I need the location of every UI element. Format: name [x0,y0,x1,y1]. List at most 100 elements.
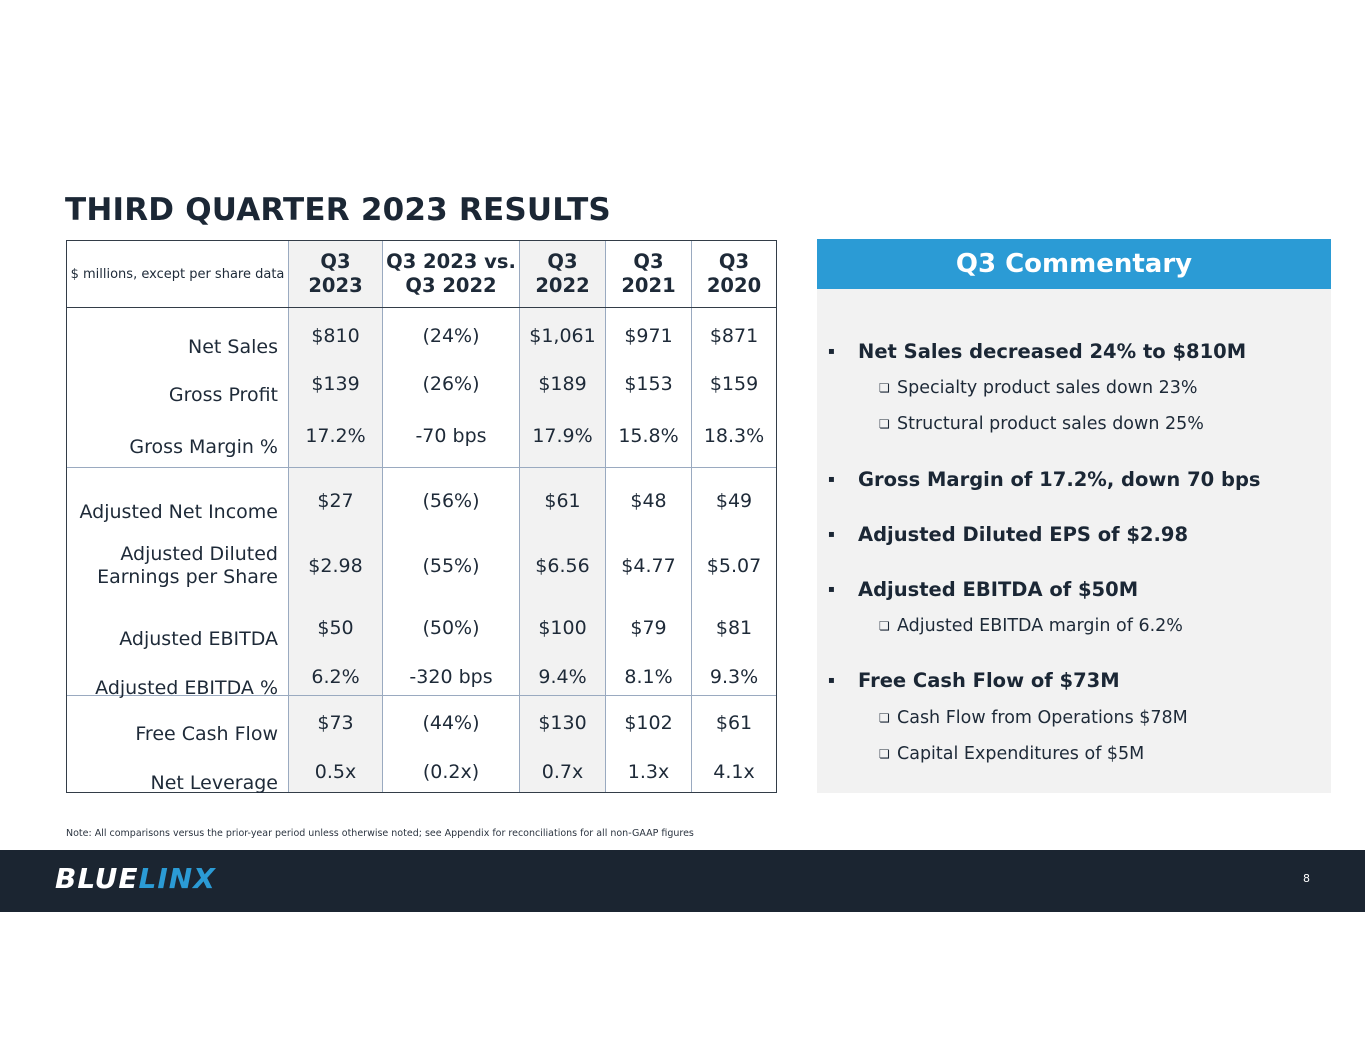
table-cell: $2.98 [308,554,363,577]
row-label: Gross Profit [67,361,278,407]
table-cell: 18.3% [703,424,765,447]
commentary-text: Net Sales decreased 24% to $810M [858,339,1247,363]
commentary-text: Capital Expenditures of $5M [897,744,1145,764]
table-cell: $871 [709,324,759,347]
column-header-line2: 2022 [535,274,590,297]
units-label: $ millions, except per share data [70,266,285,282]
commentary-text: Specialty product sales down 23% [897,378,1198,398]
q3-2022-column-shade [519,241,606,792]
row-label-line: Adjusted Diluted [120,543,278,565]
row-label-line: Adjusted EBITDA % [95,677,278,699]
q3-2023-column-shade [288,241,383,792]
table-cell: $61 [544,489,581,512]
table-cell: 1.3x [627,760,670,783]
table-cell: $61 [715,711,753,734]
row-label: Net Leverage [67,749,278,795]
table-cell: $6.56 [535,554,590,577]
column-header: Q3 2020 [691,241,777,307]
hollow-square-bullet-icon: ❏ [879,747,890,761]
commentary-subitem: ❏ Adjusted EBITDA margin of 6.2% [879,613,1183,639]
table-cell: $159 [709,372,759,395]
column-header: Q3 2023 [288,241,383,307]
hollow-square-bullet-icon: ❏ [879,619,890,633]
commentary-subitem: ❏ Capital Expenditures of $5M [879,741,1144,767]
table-cell: $810 [311,324,360,347]
commentary-item: ▪ Gross Margin of 17.2%, down 70 bps [828,466,1261,492]
column-divider [691,241,692,792]
column-header-line2: 2023 [308,274,363,297]
table-cell: $73 [317,711,354,734]
table-cell: 0.7x [541,760,584,783]
table-cell: (0.2x) [422,760,480,783]
column-header-line2: 2021 [621,274,676,297]
commentary-subitem: ❏ Specialty product sales down 23% [879,375,1198,401]
footnote: Note: All comparisons versus the prior-y… [66,828,694,839]
table-cell: $79 [630,616,667,639]
square-bullet-icon: ▪ [828,674,835,686]
table-cell: $81 [715,616,753,639]
commentary-subitem: ❏ Cash Flow from Operations $78M [879,705,1188,731]
table-cell: 4.1x [713,760,755,783]
group-divider [67,467,776,468]
commentary-text: Gross Margin of 17.2%, down 70 bps [858,467,1261,491]
table-cell: (50%) [422,616,480,639]
commentary-text: Free Cash Flow of $73M [858,668,1120,692]
table-cell: (44%) [422,711,480,734]
table-cell: $50 [317,616,354,639]
commentary-text: Cash Flow from Operations $78M [897,708,1188,728]
square-bullet-icon: ▪ [828,583,835,595]
commentary-heading: Q3 Commentary [817,239,1331,289]
column-header-line1: Q3 [547,250,578,273]
table-cell: 17.2% [305,424,366,447]
row-label-line: Free Cash Flow [135,723,278,745]
square-bullet-icon: ▪ [828,345,835,357]
row-label-line: Net Leverage [150,772,278,794]
row-label: Adjusted EBITDA [67,605,278,651]
logo-part-linx: LINX [138,862,216,895]
commentary-text: Adjusted Diluted EPS of $2.98 [858,522,1189,546]
table-cell: 8.1% [624,665,673,688]
row-label: Adjusted EBITDA % [67,654,278,700]
table-cell: -70 bps [415,424,487,447]
hollow-square-bullet-icon: ❏ [879,417,890,431]
table-cell: $27 [317,489,354,512]
table-cell: $153 [624,372,673,395]
table-cell: $1,061 [529,324,596,347]
table-cell: $49 [715,489,753,512]
row-label: Adjusted Diluted Earnings per Share [67,543,278,589]
table-cell: $102 [624,711,673,734]
row-label: Gross Margin % [67,413,278,459]
commentary-text: Adjusted EBITDA of $50M [858,577,1139,601]
table-cell: 9.4% [538,665,587,688]
column-divider [605,241,606,792]
table-cell: (55%) [422,554,480,577]
row-label: Adjusted Net Income [67,478,279,524]
column-header: Q3 2021 [606,241,691,307]
bluelinx-logo: BLUELINX [55,862,216,895]
row-label: Free Cash Flow [67,700,278,746]
column-header-line1: Q3 [633,250,664,273]
commentary-item: ▪ Free Cash Flow of $73M [828,667,1120,693]
table-cell: 0.5x [314,760,357,783]
column-header-line2: Q3 2022 [405,274,497,297]
table-cell: 15.8% [618,424,679,447]
header-divider [67,307,776,308]
row-label-line: Adjusted EBITDA [119,628,278,650]
table-cell: $48 [630,489,667,512]
commentary-item: ▪ Adjusted EBITDA of $50M [828,576,1138,602]
row-label-line: Adjusted Net Income [79,501,279,523]
row-label-line: Net Sales [188,336,278,358]
logo-part-blue: BLUE [55,862,139,895]
commentary-text: Adjusted EBITDA margin of 6.2% [897,616,1183,636]
table-cell: $130 [538,711,587,734]
square-bullet-icon: ▪ [828,473,835,485]
commentary-subitem: ❏ Structural product sales down 25% [879,411,1204,437]
page-number: 8 [1303,872,1310,885]
commentary-text: Structural product sales down 25% [897,414,1204,434]
column-header-line1: Q3 2023 vs. [386,250,516,273]
row-label: Net Sales [67,313,278,359]
square-bullet-icon: ▪ [828,528,835,540]
table-cell: $189 [538,372,587,395]
row-label-line: Gross Margin % [129,436,278,458]
table-cell: $100 [538,616,587,639]
